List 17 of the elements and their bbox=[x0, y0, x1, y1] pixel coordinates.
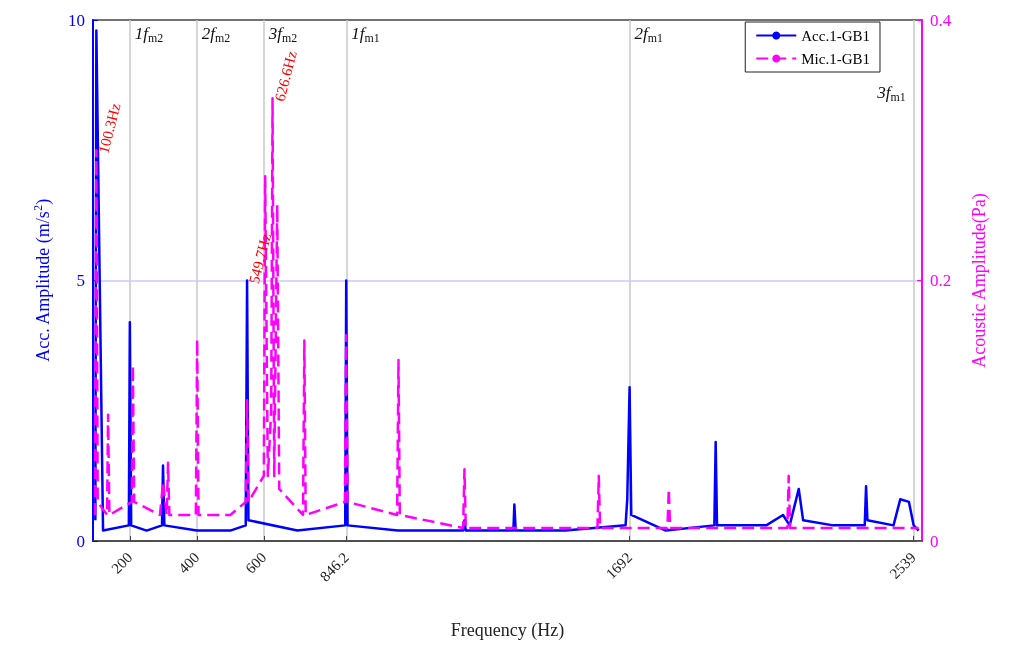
annotation: 626.6Hz bbox=[271, 49, 300, 103]
y2-axis-title: Acoustic Amplitude(Pa) bbox=[969, 193, 990, 368]
y-axis-title: Acc. Amplitude (m/s2) bbox=[31, 198, 54, 362]
legend-label: Acc.1-GB1 bbox=[801, 27, 870, 44]
x-tick-label: 200 bbox=[108, 549, 136, 577]
y-tick-label: 5 bbox=[76, 271, 85, 290]
annotation: 549.7Hz bbox=[245, 231, 275, 286]
y-tick-label: 10 bbox=[68, 10, 85, 30]
x-axis-title: Frequency (Hz) bbox=[450, 620, 565, 641]
y2-tick-label: 0 bbox=[930, 531, 939, 551]
y2-tick-label: 0.4 bbox=[930, 10, 952, 30]
x-tick-label: 600 bbox=[242, 549, 270, 577]
legend-label: Mic.1-GB1 bbox=[801, 50, 870, 67]
y2-tick-label: 0.2 bbox=[930, 271, 952, 290]
y-tick-label: 0 bbox=[76, 531, 85, 551]
x-tick-label: 400 bbox=[175, 549, 203, 577]
annotation: 100.3Hz bbox=[95, 101, 124, 156]
